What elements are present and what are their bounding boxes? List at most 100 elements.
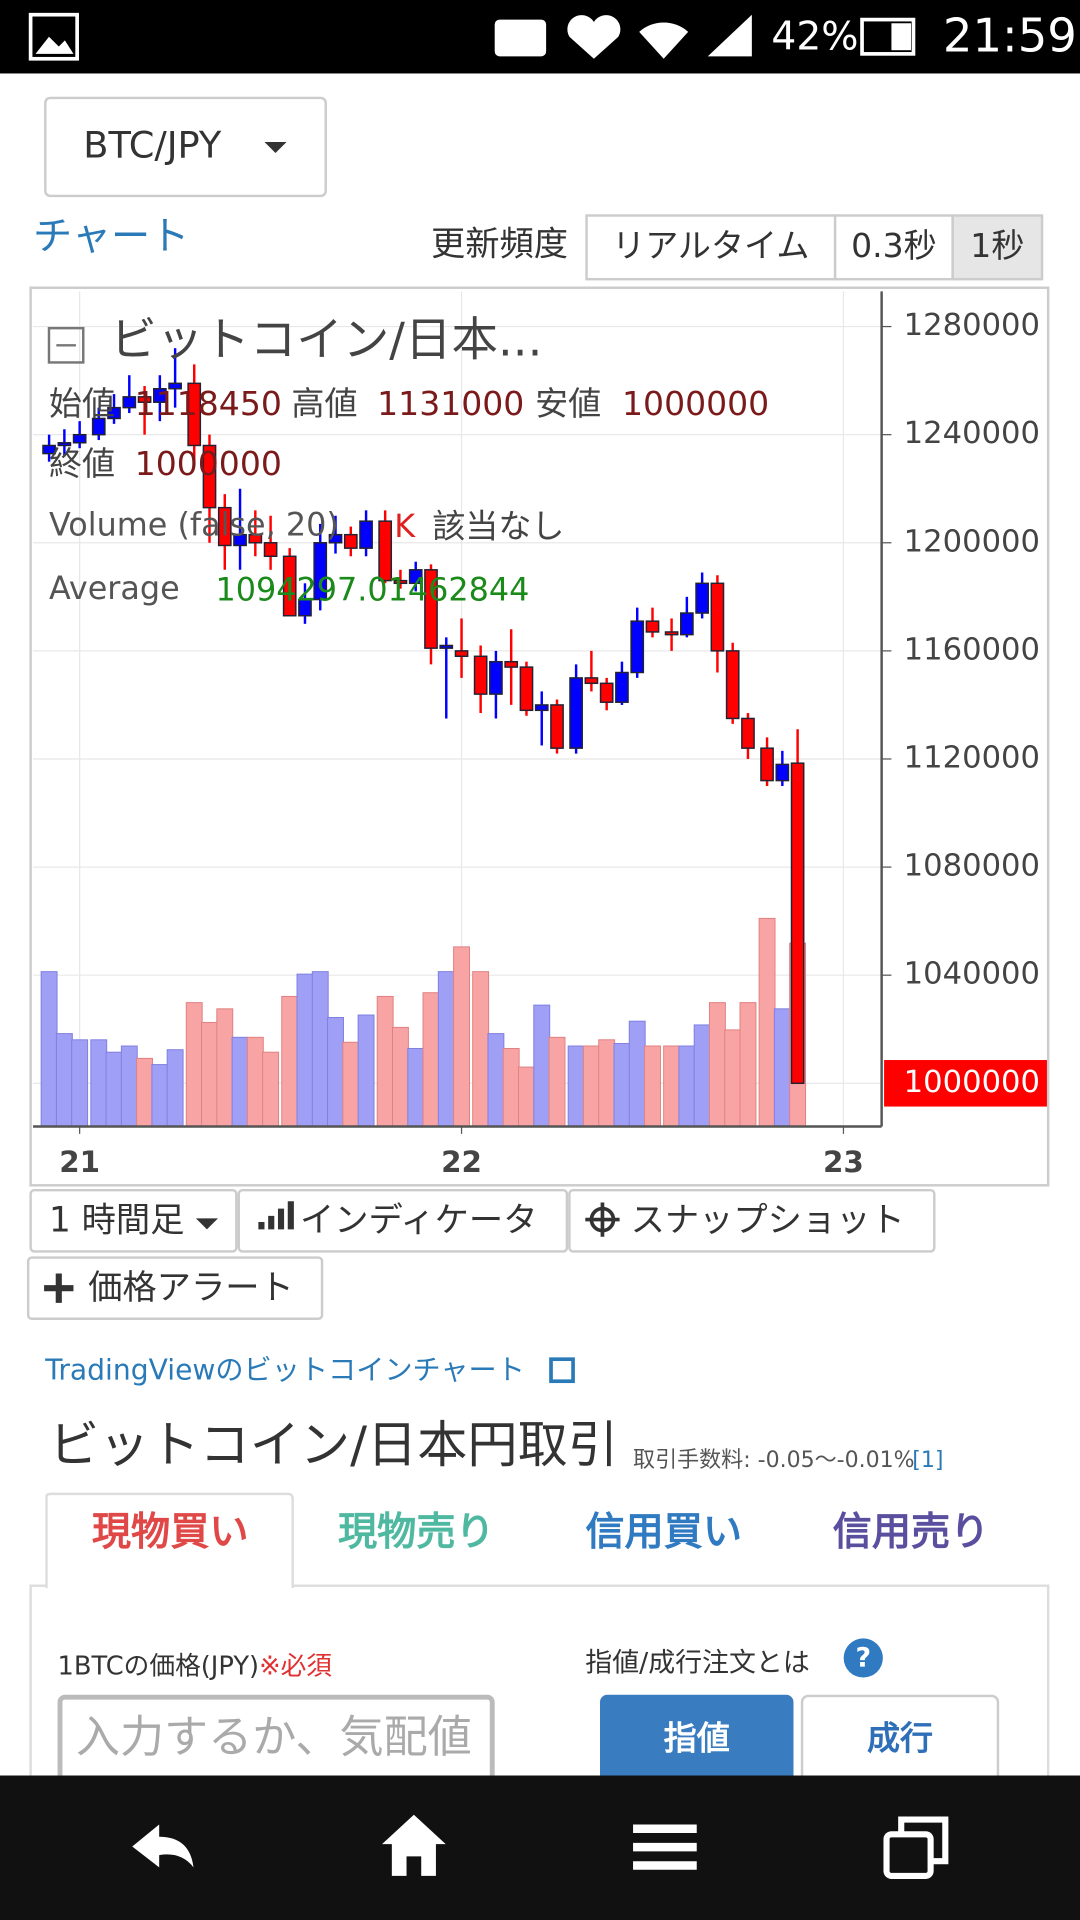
- volume-bar: [246, 1036, 264, 1128]
- volume-bar: [678, 1045, 696, 1128]
- active-tab[interactable]: [45, 1492, 294, 1589]
- x-tick-label: 21: [59, 1145, 100, 1179]
- candle-body: [584, 677, 599, 685]
- refresh-option-text: 1秒: [970, 226, 1024, 265]
- fee-ref[interactable]: [1]: [912, 1448, 943, 1473]
- average-value: 1094297.01462844: [216, 570, 530, 608]
- chart-title: ビットコイン/日本...: [110, 312, 542, 366]
- candle-body: [710, 582, 725, 652]
- candle-body: [168, 382, 182, 390]
- volume-bar: [357, 1014, 375, 1128]
- x-tick-label: 23: [823, 1145, 864, 1179]
- recents-button[interactable]: [883, 1831, 934, 1879]
- candle-body: [630, 620, 645, 674]
- pair-selector[interactable]: [44, 96, 327, 198]
- last-price-label: 1000000: [904, 1065, 1040, 1100]
- volume-bar: [262, 1051, 280, 1128]
- volume-bar: [548, 1036, 566, 1128]
- candle-body: [534, 704, 549, 712]
- trade-title: ビットコイン/日本円取引: [49, 1415, 618, 1474]
- refresh-option-text: リアルタイム: [612, 226, 809, 265]
- average-label: Average: [49, 569, 180, 607]
- volume-bar: [166, 1049, 184, 1128]
- candle-body: [741, 717, 755, 749]
- volume-bar: [90, 1039, 108, 1128]
- home-button[interactable]: [382, 1814, 446, 1876]
- candle-body: [107, 406, 121, 420]
- snapshot-icon: [585, 1202, 620, 1237]
- toolbar-button[interactable]: [568, 1188, 936, 1253]
- volume-bar: [216, 1008, 234, 1128]
- status-icon: [494, 19, 547, 57]
- y-tick-label: 1040000: [904, 957, 1040, 992]
- candle-body: [680, 612, 694, 636]
- ohlc-label: 終値: [49, 444, 115, 483]
- candle-body: [187, 382, 202, 447]
- volume-value: 該当なし: [432, 506, 564, 545]
- volume-bar: [136, 1057, 154, 1128]
- volume-bar: [724, 1029, 742, 1128]
- candle-body: [233, 533, 247, 547]
- volume-bar: [342, 1041, 360, 1128]
- volume-bar: [518, 1066, 535, 1128]
- refresh-label: 更新頻度: [431, 225, 568, 265]
- toolbar-button[interactable]: [29, 1188, 238, 1253]
- trade-tab[interactable]: 信用売り: [833, 1510, 990, 1555]
- back-button[interactable]: [132, 1824, 194, 1868]
- volume-bar: [758, 917, 776, 1128]
- volume-bar: [40, 971, 58, 1128]
- y-tick-label: 1120000: [904, 740, 1040, 775]
- candle-body: [408, 569, 423, 585]
- candle-body: [122, 396, 137, 409]
- candle-body: [775, 763, 790, 782]
- trade-tab[interactable]: 信用買い: [585, 1510, 742, 1555]
- order-type-text: 指値: [664, 1719, 730, 1758]
- volume-bar: [391, 1026, 409, 1128]
- ohlc-value: 1000000: [622, 384, 769, 423]
- trade-tab[interactable]: 現物買い: [92, 1510, 249, 1555]
- volume-bar: [311, 971, 329, 1128]
- volume-bar: [487, 1033, 505, 1128]
- tradingview-link[interactable]: TradingViewのビットコインチャート: [44, 1353, 525, 1386]
- volume-bar: [296, 973, 314, 1128]
- volume-label: Volume (false, 20): [49, 506, 339, 544]
- volume-bar: [644, 1045, 661, 1128]
- candle-body: [72, 433, 87, 444]
- volume-bar: [437, 971, 455, 1128]
- candle-body: [424, 569, 438, 649]
- help-icon-text: ?: [855, 1643, 871, 1674]
- trade-tab[interactable]: 現物売り: [338, 1510, 495, 1555]
- menu-button[interactable]: [633, 1824, 697, 1870]
- volume-bar: [71, 1039, 89, 1128]
- candle-body: [137, 396, 152, 403]
- toolbar-button[interactable]: [26, 1256, 324, 1320]
- volume-bar: [376, 995, 394, 1128]
- status-icon: [567, 15, 621, 59]
- toolbar-button[interactable]: [237, 1188, 569, 1253]
- candle-body: [263, 542, 278, 558]
- required-mark: ※必須: [259, 1651, 332, 1681]
- volume-bar: [105, 1051, 123, 1128]
- candle-body: [725, 650, 740, 720]
- collapse-icon[interactable]: [47, 326, 85, 364]
- help-icon[interactable]: [843, 1638, 883, 1678]
- volume-bar: [327, 1017, 344, 1128]
- last-price-box: [884, 1060, 1047, 1107]
- volume-bar: [281, 995, 299, 1128]
- battery-icon: [860, 17, 916, 56]
- order-help[interactable]: 指値/成行注文とは: [585, 1648, 809, 1679]
- y-tick-label: 1080000: [904, 849, 1040, 884]
- dropdown-caret: [264, 142, 287, 154]
- order-type-text: 成行: [867, 1719, 933, 1758]
- refresh-option[interactable]: [951, 214, 1044, 281]
- candle-body: [599, 682, 614, 703]
- ohlc-value: 1131000: [377, 384, 524, 423]
- volume-bar: [739, 1002, 757, 1128]
- toolbar-button-text: 1 時間足: [49, 1201, 185, 1241]
- candle-body: [57, 442, 72, 447]
- volume-unit: K: [394, 507, 416, 545]
- candle-body: [615, 671, 629, 703]
- toolbar-button-text: スナップショット: [631, 1201, 905, 1241]
- dropdown-caret: [195, 1218, 218, 1230]
